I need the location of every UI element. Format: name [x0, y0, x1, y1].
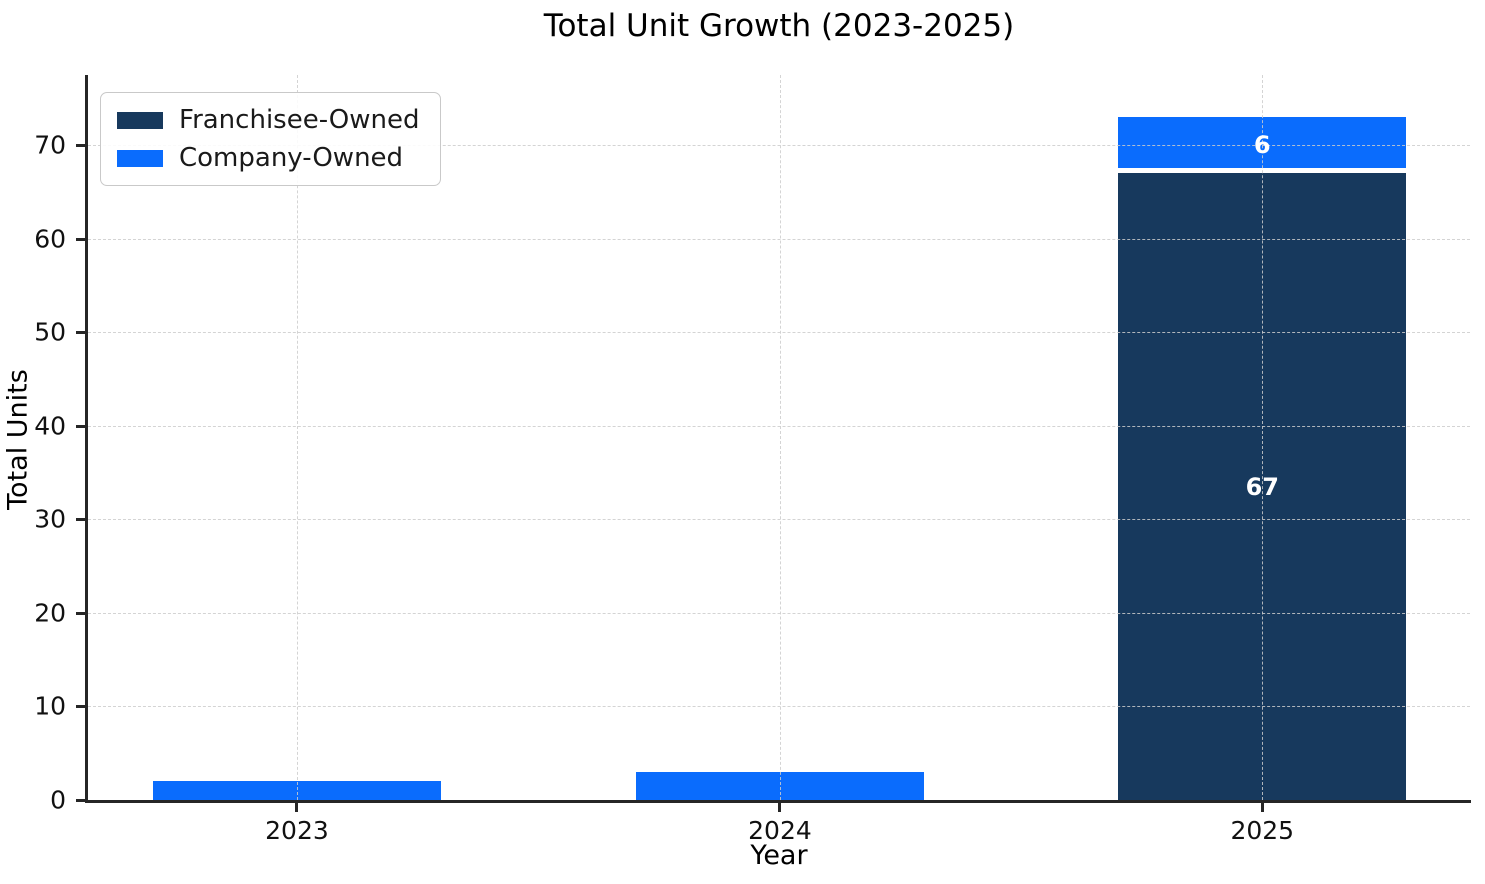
x-tick-label-2023: 2023	[265, 816, 329, 845]
x-axis-spine	[85, 800, 1471, 803]
y-tick-mark-60	[76, 237, 85, 241]
x-tick-mark-2025	[1260, 803, 1264, 812]
legend-label: Company-Owned	[179, 143, 404, 173]
y-tick-mark-10	[76, 705, 85, 709]
legend-label: Franchisee-Owned	[179, 105, 420, 135]
y-tick-mark-70	[76, 144, 85, 148]
x-tick-mark-2024	[778, 803, 782, 812]
y-tick-mark-30	[76, 518, 85, 522]
y-axis-spine	[85, 75, 88, 803]
y-tick-label-40: 40	[34, 411, 66, 441]
gridline-y-30	[88, 519, 1470, 521]
y-tick-mark-0	[76, 799, 85, 802]
gridline-x-2025	[1262, 75, 1264, 800]
y-tick-label-60: 60	[34, 224, 66, 254]
x-axis-label: Year	[750, 840, 808, 871]
y-tick-label-70: 70	[34, 130, 66, 160]
bar-segment-franchisee-owned-2025	[1118, 173, 1407, 800]
y-tick-label-30: 30	[34, 504, 66, 534]
x-tick-label-2025: 2025	[1230, 816, 1295, 845]
bar-value-label: 6	[1253, 131, 1271, 160]
gridline-y-70	[88, 145, 1470, 147]
gridline-y-20	[88, 612, 1470, 614]
y-tick-mark-40	[76, 424, 85, 428]
x-tick-label-2024: 2024	[748, 816, 812, 845]
gridline-y-60	[88, 238, 1470, 240]
y-tick-label-10: 10	[34, 691, 66, 721]
gridline-x-2023	[296, 75, 298, 800]
y-tick-mark-20	[76, 611, 85, 615]
legend-item-franchisee-owned: Franchisee-Owned	[117, 105, 420, 135]
y-tick-label-20: 20	[34, 598, 66, 628]
gridline-y-40	[88, 425, 1470, 427]
chart-title: Total Unit Growth (2023-2025)	[543, 8, 1015, 44]
legend-swatch-icon	[117, 111, 163, 129]
bar-value-label: 67	[1245, 472, 1279, 501]
legend-item-company-owned: Company-Owned	[117, 143, 420, 173]
y-tick-label-50: 50	[34, 317, 66, 347]
plot-area: 67 6	[88, 75, 1470, 800]
y-tick-mark-50	[76, 331, 85, 335]
gridline-y-10	[88, 706, 1470, 708]
x-tick-mark-2023	[295, 803, 299, 812]
gridline-y-50	[88, 332, 1470, 334]
gridline-x-2024	[779, 75, 781, 800]
y-tick-label-0: 0	[50, 785, 66, 815]
legend: Franchisee-Owned Company-Owned	[100, 92, 441, 186]
legend-swatch-icon	[117, 149, 163, 167]
